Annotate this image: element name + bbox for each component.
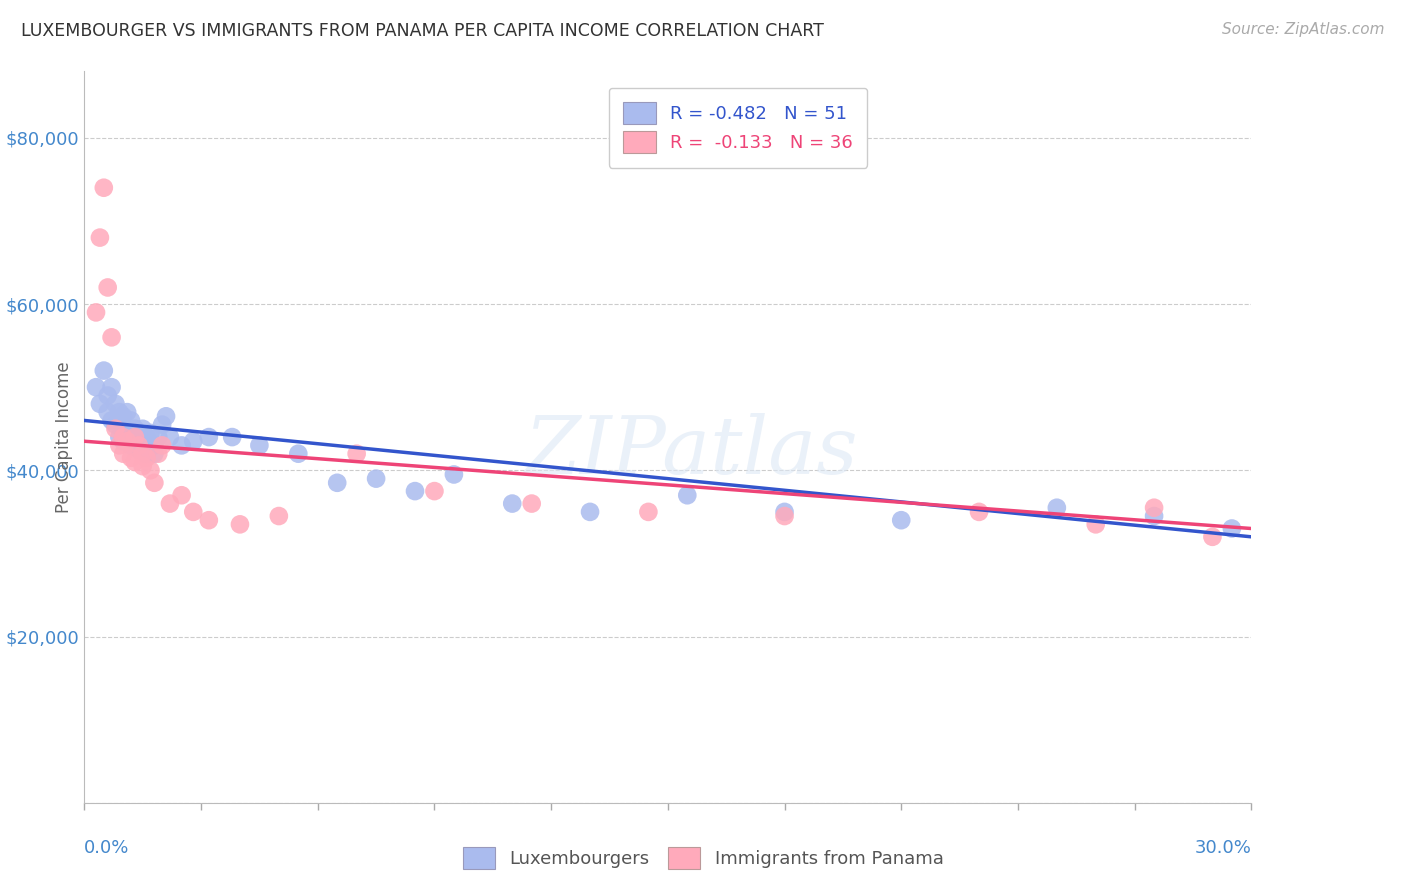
Point: [267, 509, 290, 524]
Y-axis label: Per Capita Income: Per Capita Income: [55, 361, 73, 513]
Point: [637, 505, 659, 519]
Point: [124, 430, 146, 444]
Point: [198, 513, 221, 527]
Point: [143, 438, 166, 452]
Point: [104, 397, 127, 411]
Point: [346, 447, 368, 461]
Point: [773, 509, 796, 524]
Point: [97, 405, 120, 419]
Point: [108, 438, 131, 452]
Point: [143, 475, 166, 490]
Point: [132, 438, 155, 452]
Point: [155, 409, 177, 424]
Point: [135, 430, 157, 444]
Point: [115, 434, 138, 449]
Point: [326, 475, 349, 490]
Point: [120, 450, 142, 465]
Point: [108, 430, 131, 444]
Point: [128, 442, 150, 457]
Point: [1220, 521, 1243, 535]
Point: [115, 405, 138, 419]
Point: [773, 505, 796, 519]
Point: [143, 447, 166, 461]
Point: [443, 467, 465, 482]
Point: [84, 305, 107, 319]
Point: [579, 505, 602, 519]
Point: [135, 450, 157, 465]
Point: [890, 513, 912, 527]
Point: [128, 425, 150, 440]
Point: [150, 438, 173, 452]
Point: [1201, 530, 1223, 544]
Point: [135, 447, 157, 461]
Point: [108, 405, 131, 419]
Point: [676, 488, 699, 502]
Point: [100, 413, 122, 427]
Text: ZIPatlas: ZIPatlas: [524, 413, 858, 491]
Point: [97, 280, 120, 294]
Point: [112, 434, 135, 449]
Point: [181, 434, 204, 449]
Point: [148, 447, 170, 461]
Point: [181, 505, 204, 519]
Point: [120, 413, 142, 427]
Point: [249, 438, 271, 452]
Text: 30.0%: 30.0%: [1195, 839, 1251, 857]
Point: [132, 447, 155, 461]
Point: [89, 397, 111, 411]
Point: [150, 417, 173, 432]
Point: [404, 484, 426, 499]
Point: [128, 438, 150, 452]
Point: [139, 425, 162, 440]
Point: [1143, 500, 1166, 515]
Point: [1143, 509, 1166, 524]
Point: [120, 438, 142, 452]
Point: [520, 497, 543, 511]
Point: [198, 430, 221, 444]
Point: [423, 484, 446, 499]
Point: [112, 430, 135, 444]
Text: 0.0%: 0.0%: [84, 839, 129, 857]
Text: LUXEMBOURGER VS IMMIGRANTS FROM PANAMA PER CAPITA INCOME CORRELATION CHART: LUXEMBOURGER VS IMMIGRANTS FROM PANAMA P…: [21, 22, 824, 40]
Point: [170, 488, 193, 502]
Point: [124, 434, 146, 449]
Point: [89, 230, 111, 244]
Point: [366, 472, 388, 486]
Point: [104, 417, 127, 432]
Point: [1046, 500, 1069, 515]
Point: [100, 380, 122, 394]
Point: [229, 517, 252, 532]
Point: [124, 455, 146, 469]
Point: [148, 430, 170, 444]
Point: [170, 438, 193, 452]
Point: [287, 447, 309, 461]
Point: [112, 447, 135, 461]
Point: [139, 463, 162, 477]
Point: [104, 422, 127, 436]
Point: [501, 497, 523, 511]
Point: [1084, 517, 1107, 532]
Point: [159, 497, 181, 511]
Point: [124, 422, 146, 436]
Point: [93, 180, 115, 194]
Point: [84, 380, 107, 394]
Point: [112, 422, 135, 436]
Point: [112, 409, 135, 424]
Point: [132, 422, 155, 436]
Point: [967, 505, 990, 519]
Legend: R = -0.482   N = 51, R =  -0.133   N = 36: R = -0.482 N = 51, R = -0.133 N = 36: [609, 87, 868, 168]
Text: Source: ZipAtlas.com: Source: ZipAtlas.com: [1222, 22, 1385, 37]
Legend: Luxembourgers, Immigrants from Panama: Luxembourgers, Immigrants from Panama: [454, 838, 952, 879]
Point: [93, 363, 115, 377]
Point: [132, 459, 155, 474]
Point: [100, 330, 122, 344]
Point: [221, 430, 243, 444]
Point: [97, 388, 120, 402]
Point: [115, 425, 138, 440]
Point: [159, 430, 181, 444]
